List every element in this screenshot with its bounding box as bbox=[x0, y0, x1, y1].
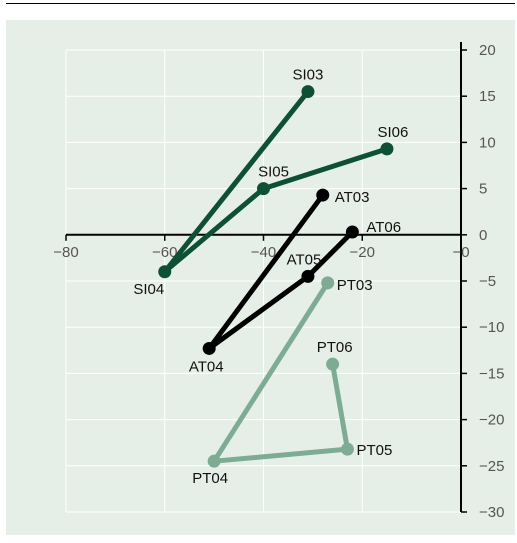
data-point bbox=[316, 188, 330, 202]
data-point bbox=[301, 269, 315, 283]
top-rule bbox=[6, 3, 515, 4]
y-tick-label: −10 bbox=[479, 319, 504, 336]
y-tick-label: −25 bbox=[479, 458, 504, 475]
series-1: SI03 SI04 SI05 SI06 bbox=[133, 67, 408, 298]
y-tick-label: −20 bbox=[479, 412, 504, 429]
data-point bbox=[326, 357, 340, 371]
series-3: PT03 PT04 PT05 PT06 bbox=[192, 276, 392, 487]
y-tick-label: 10 bbox=[479, 134, 496, 151]
y-tick-label: −5 bbox=[479, 273, 496, 290]
data-point bbox=[345, 225, 359, 239]
data-label: PT06 bbox=[317, 339, 353, 356]
data-label: AT06 bbox=[366, 219, 401, 236]
data-label: SI06 bbox=[378, 124, 409, 141]
data-point bbox=[257, 182, 270, 196]
data-label: AT05 bbox=[287, 251, 322, 268]
data-point bbox=[340, 442, 354, 456]
data-label: PT05 bbox=[356, 442, 392, 459]
data-label: SI03 bbox=[293, 67, 324, 84]
data-label: PT03 bbox=[337, 277, 373, 294]
series-line bbox=[162, 89, 390, 275]
x-tick-label: −0 bbox=[452, 244, 469, 261]
data-label: SI04 bbox=[133, 281, 164, 298]
y-tick-label: −30 bbox=[479, 504, 504, 521]
y-tick-label: 5 bbox=[479, 181, 487, 198]
data-point bbox=[321, 276, 335, 290]
x-tick-label: −60 bbox=[152, 244, 177, 261]
series-line bbox=[206, 192, 355, 351]
data-point bbox=[202, 341, 216, 355]
series-line bbox=[211, 280, 350, 464]
x-tick-label: −40 bbox=[251, 244, 276, 261]
y-tick-label: 0 bbox=[479, 227, 487, 244]
data-point bbox=[301, 85, 315, 99]
gridlines bbox=[65, 49, 462, 513]
x-tick-label: −80 bbox=[53, 244, 78, 261]
data-label: AT03 bbox=[335, 189, 370, 206]
data-label: PT04 bbox=[192, 470, 228, 487]
data-label: SI05 bbox=[258, 164, 289, 181]
y-tick-label: 20 bbox=[479, 42, 496, 59]
data-point bbox=[207, 454, 221, 468]
y-tick-label: 15 bbox=[479, 88, 496, 105]
series-2: AT03 AT04 AT05 AT06 bbox=[189, 188, 401, 375]
x-tick-label: −20 bbox=[350, 244, 375, 261]
data-point bbox=[158, 265, 172, 279]
data-point bbox=[380, 142, 394, 156]
data-label: AT04 bbox=[189, 358, 224, 375]
y-tick-label: −15 bbox=[479, 365, 504, 382]
